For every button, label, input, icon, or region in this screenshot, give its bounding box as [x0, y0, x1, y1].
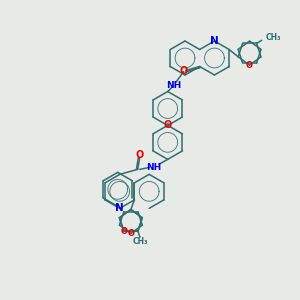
Text: O: O	[127, 229, 134, 238]
Text: N: N	[210, 36, 219, 46]
Text: CH₃: CH₃	[266, 33, 281, 42]
Text: O: O	[120, 227, 127, 236]
Text: N: N	[115, 203, 124, 213]
Text: O: O	[180, 67, 188, 76]
Text: O: O	[164, 120, 172, 130]
Text: CH₃: CH₃	[132, 237, 148, 246]
Text: NH: NH	[166, 81, 181, 90]
Text: O: O	[246, 61, 253, 70]
Text: O: O	[136, 150, 144, 161]
Text: NH: NH	[146, 163, 161, 172]
